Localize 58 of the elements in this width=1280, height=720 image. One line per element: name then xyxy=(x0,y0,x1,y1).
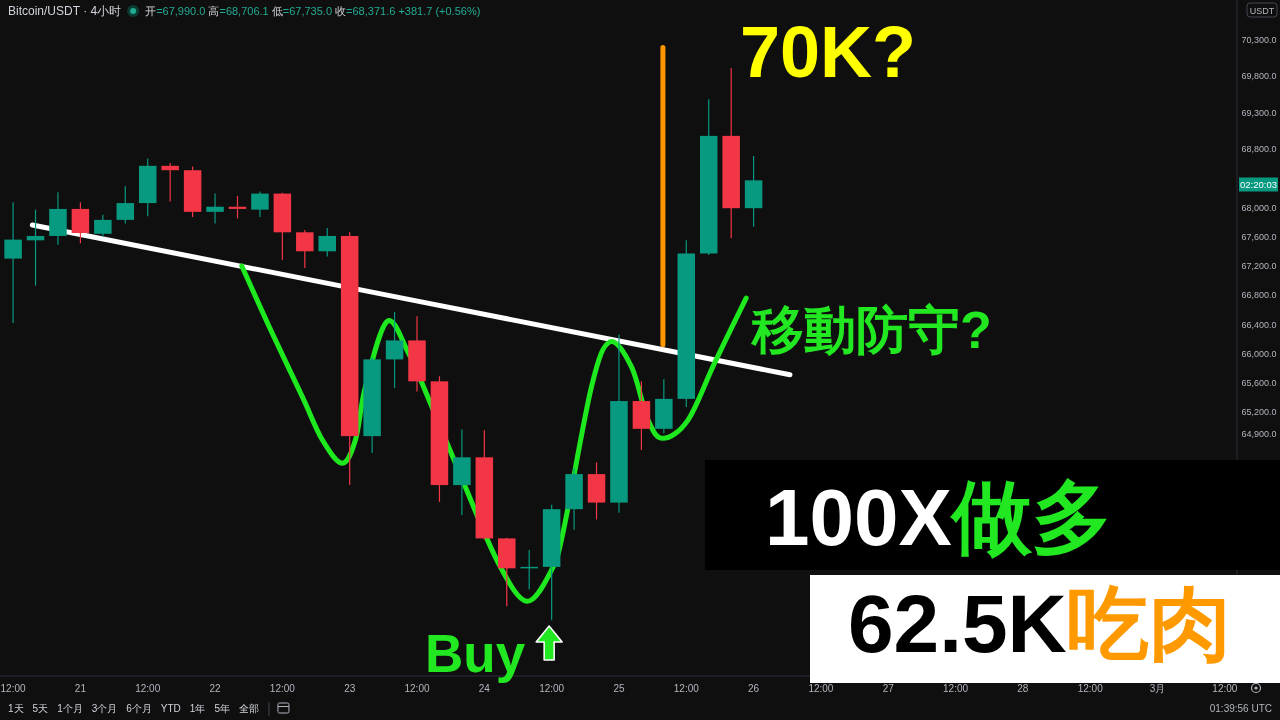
y-tick-label: 66,000.0 xyxy=(1241,348,1277,359)
annotation: Buy xyxy=(425,624,526,683)
y-tick-label: 69,800.0 xyxy=(1241,71,1277,82)
x-tick-label: 12:00 xyxy=(539,682,565,694)
x-tick-label: 28 xyxy=(1017,682,1029,694)
x-tick-label: 12:00 xyxy=(269,682,296,694)
chart-title: Bitcoin/USDT · 4小时 xyxy=(8,4,122,18)
y-tick-label: 70,300.0 xyxy=(1241,34,1277,45)
text: 1年 xyxy=(189,703,206,714)
x-tick-label: 12:00 xyxy=(943,682,969,694)
text: 01:39:56 UTC xyxy=(1209,703,1272,714)
candlestick xyxy=(251,190,269,218)
candlestick xyxy=(206,192,224,225)
y-tick-label: 68,800.0 xyxy=(1241,144,1277,155)
text: 6个月 xyxy=(126,703,152,714)
annotation: 移動防守? xyxy=(750,301,992,359)
x-tick-label: 22 xyxy=(209,682,222,694)
candlestick xyxy=(318,227,336,258)
y-tick-label: 68,000.0 xyxy=(1241,202,1277,213)
y-tick-label: 65,200.0 xyxy=(1241,407,1277,418)
candlestick xyxy=(385,311,404,389)
x-tick-label: 27 xyxy=(882,682,895,694)
y-tick-label: 67,200.0 xyxy=(1241,261,1277,272)
text: 3个月 xyxy=(91,703,118,714)
y-tick-label: 69,300.0 xyxy=(1241,107,1277,118)
x-tick-label: 12:00 xyxy=(135,682,161,694)
y-tick-label: 66,800.0 xyxy=(1241,290,1277,301)
x-tick-label: 3月 xyxy=(1149,682,1166,694)
x-tick-label: 12:00 xyxy=(0,682,27,694)
x-tick-label: 23 xyxy=(344,682,356,694)
x-tick-label: 12:00 xyxy=(404,682,430,694)
candlestick xyxy=(94,214,112,238)
candlestick xyxy=(116,185,135,225)
annotation: 70K? xyxy=(740,12,917,92)
annotation: 62.5K吃肉 xyxy=(848,578,1231,669)
chart-subtitle: 开=67,990.0 高=68,706.1 低=67,735.0 收=68,371.6 +381.7 (+0.56%) xyxy=(145,5,481,17)
x-tick-label: 12:00 xyxy=(808,682,834,694)
y-tick-label: 67,600.0 xyxy=(1241,231,1277,242)
x-tick-label: 12:00 xyxy=(1212,682,1238,694)
text: 5天 xyxy=(32,703,49,714)
x-tick-label: 12:00 xyxy=(1077,682,1104,694)
candlestick xyxy=(4,201,22,324)
text: 5年 xyxy=(214,703,230,714)
x-tick-label: 21 xyxy=(74,682,87,694)
text: 1个月 xyxy=(57,703,83,714)
text: 1天 xyxy=(8,703,24,714)
y-tick-label: 65,600.0 xyxy=(1241,377,1277,388)
x-tick-label: 12:00 xyxy=(673,682,700,694)
text: 全部 xyxy=(238,703,259,714)
candlestick xyxy=(296,229,314,269)
text: YTD xyxy=(160,703,181,714)
y-tick-label: 64,900.0 xyxy=(1241,429,1277,440)
y-tick-label: 66,400.0 xyxy=(1241,319,1277,330)
annotation: 100X做多 xyxy=(765,473,1112,562)
x-tick-label: 26 xyxy=(748,682,760,694)
x-tick-label: 24 xyxy=(478,682,491,694)
candlestick xyxy=(161,162,179,203)
x-tick-label: 25 xyxy=(613,682,625,694)
